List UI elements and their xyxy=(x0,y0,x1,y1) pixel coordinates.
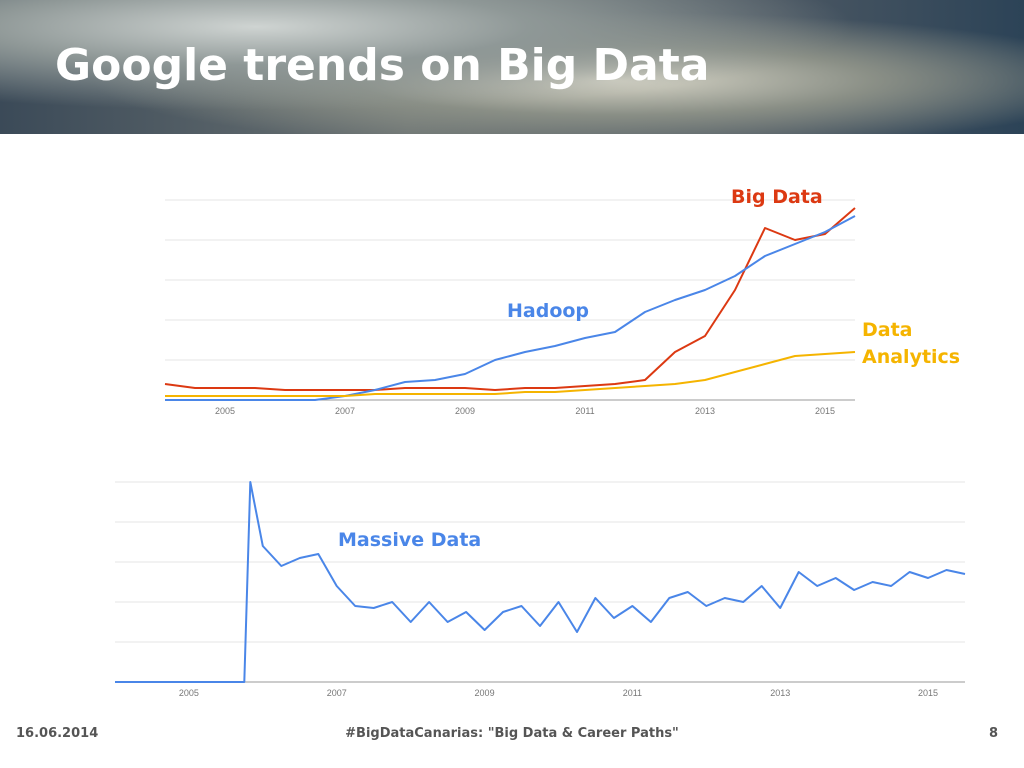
series-label: Big Data xyxy=(731,186,823,208)
footer-event: #BigDataCanarias: "Big Data & Career Pat… xyxy=(345,726,679,741)
slide-title: Google trends on Big Data xyxy=(55,40,710,91)
series-line xyxy=(115,481,966,683)
x-tick-label: 2011 xyxy=(575,406,594,416)
x-tick-label: 2013 xyxy=(695,406,715,416)
series-label: Data Analytics xyxy=(862,319,961,368)
footer-date: 16.06.2014 xyxy=(16,726,99,741)
x-tick-label: 2013 xyxy=(770,688,790,698)
series-line xyxy=(164,207,856,391)
x-tick-label: 2007 xyxy=(327,688,347,698)
header-banner xyxy=(0,0,1024,134)
x-tick-label: 2015 xyxy=(815,406,835,416)
series-line xyxy=(165,351,856,397)
footer-page: 8 xyxy=(988,726,998,741)
x-tick-label: 2015 xyxy=(918,688,938,698)
series-label: Massive Data xyxy=(338,529,482,551)
x-tick-label: 2011 xyxy=(623,688,642,698)
x-tick-label: 2009 xyxy=(475,688,495,698)
x-tick-label: 2007 xyxy=(335,406,355,416)
series-label: Hadoop xyxy=(507,300,590,322)
series-line xyxy=(165,215,856,401)
x-tick-label: 2005 xyxy=(179,688,199,698)
x-tick-label: 2005 xyxy=(215,406,235,416)
x-tick-label: 2009 xyxy=(455,406,475,416)
